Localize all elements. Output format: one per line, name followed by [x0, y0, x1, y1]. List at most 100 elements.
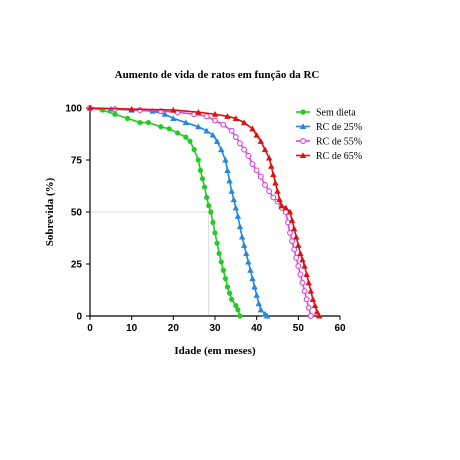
data-point: [240, 242, 248, 248]
series-rc-de-65-: [86, 104, 323, 319]
data-point: [297, 271, 304, 278]
legend-label: Sem dieta: [316, 108, 356, 119]
data-point: [224, 284, 231, 290]
data-point: [289, 238, 296, 245]
data-point: [262, 182, 268, 188]
series-sem-dieta: [87, 105, 243, 319]
series-layer: [86, 104, 323, 319]
data-point: [301, 288, 308, 294]
data-point: [311, 302, 319, 309]
data-point: [182, 119, 190, 126]
data-point: [204, 194, 210, 201]
data-point: [305, 279, 312, 286]
legend-label: RC de 25%: [316, 122, 362, 133]
data-point: [228, 188, 235, 194]
data-point: [226, 177, 233, 184]
data-point: [303, 271, 310, 277]
data-point: [253, 292, 260, 298]
legend-item: RC de 55%: [296, 137, 362, 148]
data-point: [295, 242, 302, 248]
data-point: [222, 275, 229, 282]
data-point: [208, 209, 214, 215]
data-point: [245, 152, 252, 159]
chart-title: Aumento de vida de ratos em função da RC: [115, 69, 320, 81]
data-point: [228, 127, 235, 134]
data-point: [257, 138, 265, 144]
data-point: [145, 119, 151, 126]
x-tick-label: 50: [293, 323, 305, 334]
data-point: [266, 188, 273, 195]
data-point: [237, 313, 243, 319]
x-tick-label: 10: [126, 323, 138, 334]
y-tick-label: 100: [65, 104, 82, 115]
data-point: [201, 184, 208, 190]
y-tick-label: 0: [76, 312, 82, 323]
legend-label: RC de 65%: [316, 151, 362, 162]
legend-label: RC de 55%: [316, 137, 362, 148]
data-point: [237, 140, 243, 147]
data-point: [315, 312, 323, 319]
data-point: [293, 233, 300, 240]
data-point: [220, 121, 227, 128]
data-point: [214, 240, 220, 246]
data-point: [236, 223, 244, 230]
data-point: [187, 138, 193, 144]
data-point: [270, 171, 277, 178]
data-point: [274, 188, 281, 194]
x-ticks: 0 10 20 30 40 50 60: [87, 316, 346, 334]
data-point: [174, 130, 181, 136]
data-point: [276, 196, 283, 203]
data-point: [224, 113, 231, 119]
data-point: [213, 138, 221, 144]
data-point: [230, 196, 237, 203]
series-rc-de-55-: [87, 105, 314, 319]
data-point: [272, 179, 279, 186]
data-point: [307, 313, 314, 319]
y-tick-label: 25: [71, 260, 83, 271]
legend-item: RC de 25%: [296, 122, 362, 133]
data-point: [270, 194, 277, 201]
data-point: [232, 115, 240, 121]
legend-item: Sem dieta: [296, 108, 356, 119]
data-point: [257, 173, 264, 180]
data-point: [158, 124, 164, 130]
legend-marker: [299, 152, 307, 159]
x-tick-label: 20: [168, 323, 180, 334]
data-point: [286, 208, 294, 215]
data-point: [234, 212, 242, 219]
data-point: [249, 125, 256, 132]
data-point: [307, 287, 315, 294]
data-point: [195, 108, 202, 115]
data-point: [197, 167, 204, 173]
data-point: [313, 308, 321, 315]
legend-marker: [300, 109, 306, 115]
x-tick-label: 60: [334, 323, 346, 334]
data-point: [206, 203, 212, 209]
data-point: [203, 127, 210, 134]
data-point: [199, 176, 206, 182]
data-point: [203, 113, 210, 120]
data-point: [195, 123, 202, 130]
x-tick-label: 30: [209, 323, 221, 334]
data-point: [268, 163, 275, 169]
y-tick-label: 75: [71, 156, 83, 167]
data-point: [295, 263, 302, 270]
data-point: [288, 217, 296, 223]
data-point: [222, 156, 229, 163]
data-point: [226, 290, 233, 296]
data-point: [278, 202, 285, 209]
data-point: [247, 267, 254, 273]
data-point: [261, 146, 269, 153]
data-point: [238, 233, 246, 240]
legend-marker: [300, 138, 306, 144]
data-point: [183, 134, 189, 140]
data-point: [220, 267, 226, 273]
data-point: [240, 119, 248, 126]
data-point: [112, 111, 118, 117]
data-point: [299, 256, 306, 263]
data-point: [166, 126, 172, 132]
data-point: [245, 258, 252, 265]
data-point: [265, 154, 273, 161]
legend: Sem dieta RC de 25% RC de 55% RC de 65%: [296, 108, 362, 162]
data-point: [235, 307, 241, 313]
